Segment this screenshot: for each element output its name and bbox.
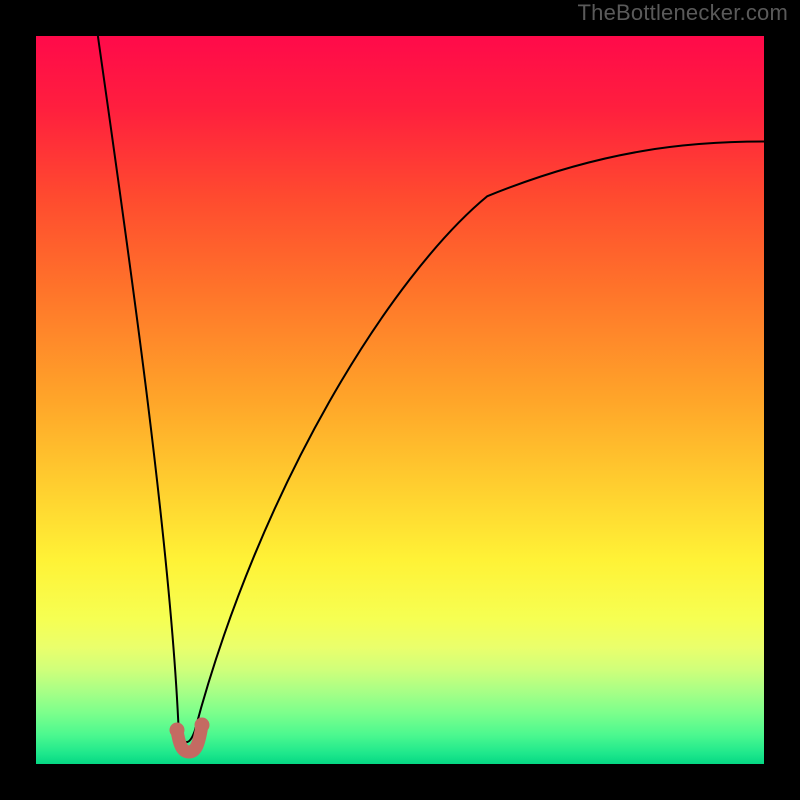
- dip-accent-dot-left: [170, 723, 185, 738]
- bottleneck-chart: [0, 0, 800, 800]
- watermark-text: TheBottlenecker.com: [578, 0, 788, 26]
- chart-frame: TheBottlenecker.com: [0, 0, 800, 800]
- plot-background: [36, 36, 764, 764]
- dip-accent-dot-right: [195, 718, 210, 733]
